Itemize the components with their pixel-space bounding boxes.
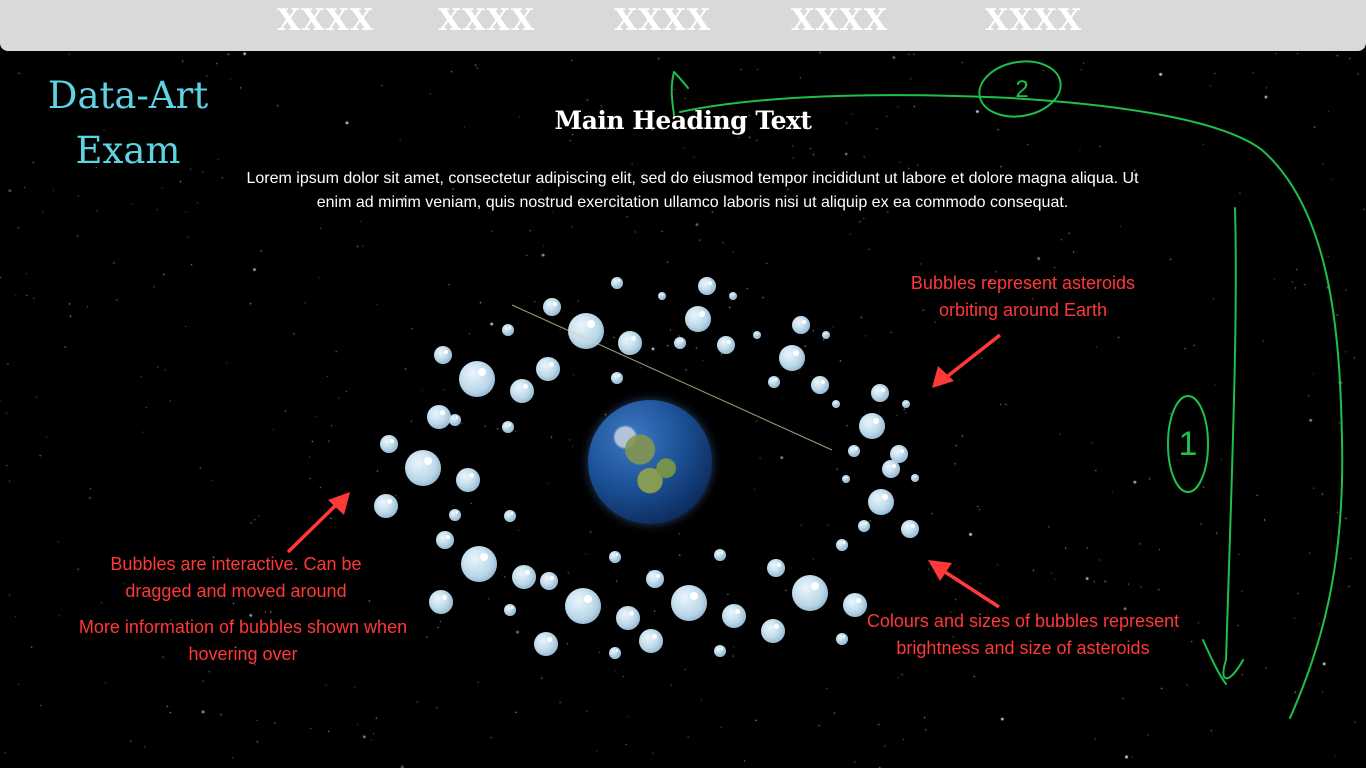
- top-navbar: XXXX XXXX XXXX XXXX XXXX: [0, 0, 1366, 51]
- asteroid-bubble[interactable]: [836, 633, 848, 645]
- asteroid-bubble[interactable]: [540, 572, 558, 590]
- asteroid-bubble[interactable]: [859, 413, 885, 439]
- asteroid-bubble[interactable]: [502, 421, 514, 433]
- asteroid-bubble[interactable]: [434, 346, 452, 364]
- asteroid-bubble[interactable]: [698, 277, 716, 295]
- asteroid-bubble[interactable]: [536, 357, 560, 381]
- asteroid-bubble[interactable]: [646, 570, 664, 588]
- asteroid-bubble[interactable]: [380, 435, 398, 453]
- meteor-streak: [511, 304, 833, 451]
- asteroid-bubble[interactable]: [510, 379, 534, 403]
- intro-paragraph: Lorem ipsum dolor sit amet, consectetur …: [246, 170, 1139, 211]
- logo-line-2: Exam: [75, 129, 181, 172]
- arrow-to-sizes: [928, 560, 1000, 609]
- asteroid-bubble[interactable]: [717, 336, 735, 354]
- asteroid-bubble[interactable]: [868, 489, 894, 515]
- asteroid-bubble[interactable]: [609, 647, 621, 659]
- asteroid-bubble[interactable]: [436, 531, 454, 549]
- earth-globe: [588, 400, 712, 524]
- asteroid-bubble[interactable]: [671, 585, 707, 621]
- asteroid-bubble[interactable]: [871, 384, 889, 402]
- asteroid-bubble[interactable]: [674, 337, 686, 349]
- asteroid-bubble[interactable]: [611, 277, 623, 289]
- asteroid-bubble[interactable]: [792, 575, 828, 611]
- asteroid-bubble[interactable]: [911, 474, 919, 482]
- sketch-step-1-label: 1: [1179, 425, 1198, 463]
- asteroid-bubble[interactable]: [792, 316, 810, 334]
- site-logo[interactable]: Data-Art Exam: [20, 68, 236, 178]
- asteroid-bubble[interactable]: [568, 313, 604, 349]
- annotation-hover: More information of bubbles shown when h…: [78, 617, 408, 664]
- asteroid-bubble[interactable]: [449, 414, 461, 426]
- asteroid-bubble[interactable]: [779, 345, 805, 371]
- asteroid-bubble[interactable]: [504, 604, 516, 616]
- sketch-step-2-label: 2: [1015, 76, 1028, 103]
- arrow-to-interactive: [286, 492, 350, 554]
- asteroid-bubble[interactable]: [461, 546, 497, 582]
- asteroid-bubble[interactable]: [714, 549, 726, 561]
- asteroid-bubble[interactable]: [843, 593, 867, 617]
- asteroid-bubble[interactable]: [822, 331, 830, 339]
- annotation-colours-sizes: Colours and sizes of bubbles represent b…: [866, 611, 1180, 658]
- asteroid-bubble[interactable]: [543, 298, 561, 316]
- asteroid-bubble[interactable]: [811, 376, 829, 394]
- logo-line-1: Data-Art: [47, 74, 209, 117]
- asteroid-bubble[interactable]: [729, 292, 737, 300]
- asteroid-bubble[interactable]: [902, 400, 910, 408]
- asteroid-bubble[interactable]: [609, 551, 621, 563]
- asteroid-bubble[interactable]: [512, 565, 536, 589]
- annotation-asteroids: Bubbles represent asteroids orbiting aro…: [910, 273, 1136, 320]
- nav-item-4[interactable]: XXXX: [791, 3, 889, 38]
- asteroid-bubble[interactable]: [456, 468, 480, 492]
- asteroid-bubble[interactable]: [534, 632, 558, 656]
- asteroid-bubble[interactable]: [618, 331, 642, 355]
- nav-item-3[interactable]: XXXX: [614, 3, 712, 38]
- nav-item-1[interactable]: XXXX: [277, 3, 375, 38]
- asteroid-bubble[interactable]: [685, 306, 711, 332]
- arrow-to-asteroids: [932, 333, 1002, 388]
- asteroid-bubble[interactable]: [753, 331, 761, 339]
- asteroid-bubble[interactable]: [374, 494, 398, 518]
- asteroid-bubble[interactable]: [836, 539, 848, 551]
- asteroid-bubble[interactable]: [658, 292, 666, 300]
- asteroid-bubble[interactable]: [427, 405, 451, 429]
- asteroid-bubble[interactable]: [714, 645, 726, 657]
- asteroid-bubble[interactable]: [767, 559, 785, 577]
- asteroid-bubble[interactable]: [502, 324, 514, 336]
- sketch-flow-arrow: [670, 60, 1344, 719]
- asteroid-bubble[interactable]: [832, 400, 840, 408]
- nav-item-5[interactable]: XXXX: [985, 3, 1083, 38]
- annotation-interactive: Bubbles are interactive. Can be dragged …: [110, 554, 362, 601]
- asteroid-bubble[interactable]: [449, 509, 461, 521]
- asteroid-bubble[interactable]: [504, 510, 516, 522]
- asteroid-bubble[interactable]: [848, 445, 860, 457]
- asteroid-bubble[interactable]: [890, 445, 908, 463]
- asteroid-bubble[interactable]: [858, 520, 870, 532]
- asteroid-bubble[interactable]: [842, 475, 850, 483]
- asteroid-bubble[interactable]: [405, 450, 441, 486]
- asteroid-bubble[interactable]: [722, 604, 746, 628]
- asteroid-bubble[interactable]: [429, 590, 453, 614]
- asteroid-bubble[interactable]: [768, 376, 780, 388]
- asteroid-bubble[interactable]: [611, 372, 623, 384]
- asteroid-bubble[interactable]: [565, 588, 601, 624]
- nav-item-2[interactable]: XXXX: [438, 3, 536, 38]
- asteroid-bubble[interactable]: [901, 520, 919, 538]
- asteroid-bubble[interactable]: [616, 606, 640, 630]
- asteroid-bubble[interactable]: [639, 629, 663, 653]
- asteroid-bubble[interactable]: [459, 361, 495, 397]
- asteroid-bubble[interactable]: [882, 460, 900, 478]
- asteroid-bubble[interactable]: [761, 619, 785, 643]
